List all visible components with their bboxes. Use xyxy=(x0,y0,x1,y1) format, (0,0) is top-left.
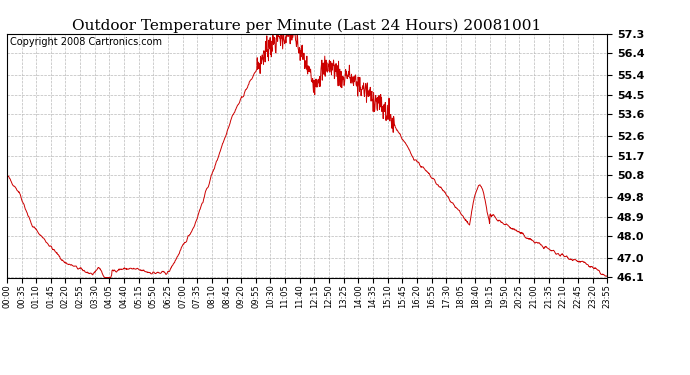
Text: Copyright 2008 Cartronics.com: Copyright 2008 Cartronics.com xyxy=(10,38,162,47)
Title: Outdoor Temperature per Minute (Last 24 Hours) 20081001: Outdoor Temperature per Minute (Last 24 … xyxy=(72,18,542,33)
